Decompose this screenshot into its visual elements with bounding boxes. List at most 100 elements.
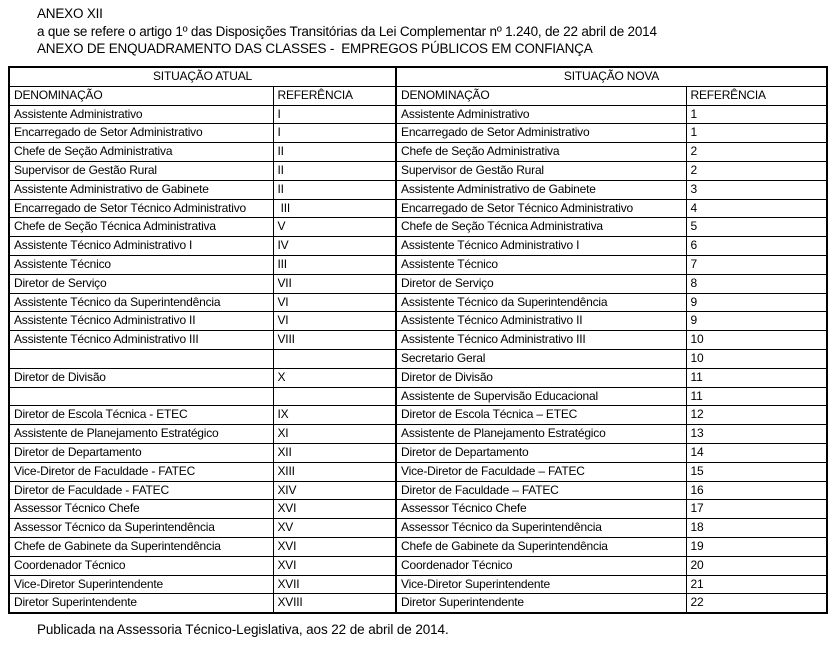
referencia-atual-cell: X xyxy=(272,367,397,388)
referencia-atual-cell: VIII xyxy=(272,330,397,350)
referencia-atual-cell: XVI xyxy=(272,536,397,557)
group-header-row: SITUAÇÃO ATUAL SITUAÇÃO NOVA xyxy=(8,66,828,87)
referencia-nova-cell: 8 xyxy=(685,273,828,294)
denominacao-nova-cell: Assistente Técnico Administrativo III xyxy=(395,330,687,350)
table-row: Chefe de Seção Administrativa II Chefe de … xyxy=(8,142,828,162)
table-row: Supervisor de Gestão Rural II Supervisor d… xyxy=(8,160,828,181)
referencia-nova-cell: 7 xyxy=(685,254,828,275)
denominacao-nova-cell: Diretor de Faculdade – FATEC xyxy=(395,480,687,501)
referencia-nova-cell: 15 xyxy=(685,461,828,482)
referencia-nova-cell: 9 xyxy=(685,311,828,332)
referencia-nova-cell: 3 xyxy=(685,179,828,200)
denominacao-atual-cell: Encarregado de Setor Técnico Administrat… xyxy=(8,198,274,219)
referencia-atual-cell: XIV xyxy=(272,480,397,501)
denominacao-nova-cell: Vice-Diretor de Faculdade – FATEC xyxy=(395,461,687,482)
referencia-atual-cell xyxy=(272,348,397,369)
table-row: Assistente de Planejamento Estratégico XI… xyxy=(8,424,828,444)
denominacao-atual-cell: Assistente Técnico Administrativo I xyxy=(8,236,274,256)
denominacao-nova-cell: Supervisor de Gestão Rural xyxy=(395,160,687,181)
referencia-atual-cell: XIII xyxy=(272,461,397,482)
denominacao-nova-cell: Assessor Técnico Chefe xyxy=(395,499,687,520)
annex-reference-line: a que se refere o artigo 1º das Disposiç… xyxy=(37,23,657,39)
table-row: Chefe de Gabinete da Superintendência XVI… xyxy=(8,536,828,557)
denominacao-nova-cell: Chefe de Seção Técnica Administrativa xyxy=(395,217,687,238)
denominacao-nova-cell: Assessor Técnico da Superintendência xyxy=(395,518,687,538)
denominacao-atual-cell: Encarregado de Setor Administrativo xyxy=(8,123,274,144)
table-row: Secretario Geral 10 xyxy=(8,348,828,369)
referencia-atual-cell xyxy=(272,386,397,407)
referencia-nova-cell: 1 xyxy=(685,123,828,144)
table-row: Encarregado de Setor Técnico Administrat… xyxy=(8,198,828,219)
denominacao-nova-cell: Encarregado de Setor Administrativo xyxy=(395,123,687,144)
denominacao-atual-cell: Diretor de Departamento xyxy=(8,442,274,463)
denominacao-atual-cell: Diretor de Faculdade - FATEC xyxy=(8,480,274,501)
referencia-nova-cell: 6 xyxy=(685,236,828,256)
document-header: ANEXO XII a que se refere o artigo 1º da… xyxy=(37,5,657,58)
referencia-nova-cell: 5 xyxy=(685,217,828,238)
referencia-nova-cell: 13 xyxy=(685,424,828,444)
referencia-atual-cell: XVII xyxy=(272,574,397,595)
denominacao-nova-cell: Secretario Geral xyxy=(395,348,687,369)
denominacao-atual-cell: Supervisor de Gestão Rural xyxy=(8,160,274,181)
table-row: Diretor de Escola Técnica - ETEC IX Direto… xyxy=(8,405,828,426)
referencia-nova-cell: 21 xyxy=(685,574,828,595)
denominacao-atual-cell: Assistente Técnico da Superintendência xyxy=(8,292,274,313)
referencia-atual-cell: VII xyxy=(272,273,397,294)
column-header-row: DENOMINAÇÃO REFERÊNCIA DENOMINAÇÃO REFER… xyxy=(8,85,828,106)
denominacao-nova-cell: Chefe de Gabinete da Superintendência xyxy=(395,536,687,557)
referencia-atual-cell: I xyxy=(272,104,397,125)
table-row: Diretor de Divisão X Diretor de Divisão 11 xyxy=(8,367,828,388)
annex-title: ANEXO XII xyxy=(37,6,103,21)
referencia-nova-cell: 10 xyxy=(685,348,828,369)
denominacao-atual-cell: Diretor Superintendente xyxy=(8,593,274,614)
referencia-nova-cell: 2 xyxy=(685,160,828,181)
referencia-nova-cell: 17 xyxy=(685,499,828,520)
denominacao-nova-cell: Diretor de Serviço xyxy=(395,273,687,294)
referencia-atual-cell: I xyxy=(272,123,397,144)
denominacao-atual-cell: Vice-Diretor de Faculdade - FATEC xyxy=(8,461,274,482)
denominacao-atual-cell: Diretor de Serviço xyxy=(8,273,274,294)
table-body: Assistente Administrativo I Assistente Adm… xyxy=(8,104,828,614)
referencia-atual-cell: II xyxy=(272,142,397,162)
col-header-referencia-atual: REFERÊNCIA xyxy=(272,85,397,106)
col-header-denominacao-atual: DENOMINAÇÃO xyxy=(8,85,274,106)
referencia-atual-cell: II xyxy=(272,160,397,181)
table-row: Encarregado de Setor Administrativo I Enca… xyxy=(8,123,828,144)
referencia-nova-cell: 9 xyxy=(685,292,828,313)
referencia-nova-cell: 19 xyxy=(685,536,828,557)
denominacao-nova-cell: Encarregado de Setor Técnico Administrat… xyxy=(395,198,687,219)
denominacao-atual-cell: Assistente Administrativo de Gabinete xyxy=(8,179,274,200)
table-row: Assessor Técnico da Superintendência XV As… xyxy=(8,518,828,538)
denominacao-atual-cell: Assistente de Planejamento Estratégico xyxy=(8,424,274,444)
denominacao-nova-cell: Assistente Técnico da Superintendência xyxy=(395,292,687,313)
denominacao-atual-cell: Chefe de Seção Técnica Administrativa xyxy=(8,217,274,238)
group-header-situacao-nova: SITUAÇÃO NOVA xyxy=(395,66,828,87)
table-row: Vice-Diretor Superintendente XVII Vice-Dir… xyxy=(8,574,828,595)
referencia-atual-cell: V xyxy=(272,217,397,238)
denominacao-nova-cell: Vice-Diretor Superintendente xyxy=(395,574,687,595)
denominacao-atual-cell: Diretor de Escola Técnica - ETEC xyxy=(8,405,274,426)
referencia-atual-cell: VI xyxy=(272,311,397,332)
table-row: Coordenador Técnico XVI Coordenador Técnic… xyxy=(8,555,828,576)
col-header-denominacao-nova: DENOMINAÇÃO xyxy=(395,85,687,106)
referencia-atual-cell: XVI xyxy=(272,499,397,520)
denominacao-atual-cell: Diretor de Divisão xyxy=(8,367,274,388)
denominacao-nova-cell: Diretor de Departamento xyxy=(395,442,687,463)
denominacao-atual-cell: Vice-Diretor Superintendente xyxy=(8,574,274,595)
annex-description: ANEXO DE ENQUADRAMENTO DAS CLASSES - EMP… xyxy=(37,41,593,56)
denominacao-nova-cell: Assistente Técnico xyxy=(395,254,687,275)
denominacao-nova-cell: Chefe de Seção Administrativa xyxy=(395,142,687,162)
referencia-nova-cell: 14 xyxy=(685,442,828,463)
table-row: Assistente Técnico Administrativo I IV Ass… xyxy=(8,236,828,256)
referencia-atual-cell: VI xyxy=(272,292,397,313)
referencia-atual-cell: III xyxy=(272,198,397,219)
denominacao-nova-cell: Diretor de Divisão xyxy=(395,367,687,388)
referencia-nova-cell: 16 xyxy=(685,480,828,501)
denominacao-atual-cell: Assistente Técnico Administrativo II xyxy=(8,311,274,332)
referencia-nova-cell: 22 xyxy=(685,593,828,614)
denominacao-nova-cell: Assistente Administrativo xyxy=(395,104,687,125)
denominacao-atual-cell: Chefe de Gabinete da Superintendência xyxy=(8,536,274,557)
referencia-atual-cell: IX xyxy=(272,405,397,426)
table-row: Assistente Técnico III Assistente Técnico 7 xyxy=(8,254,828,275)
table-row: Assistente Técnico Administrativo II VI As… xyxy=(8,311,828,332)
